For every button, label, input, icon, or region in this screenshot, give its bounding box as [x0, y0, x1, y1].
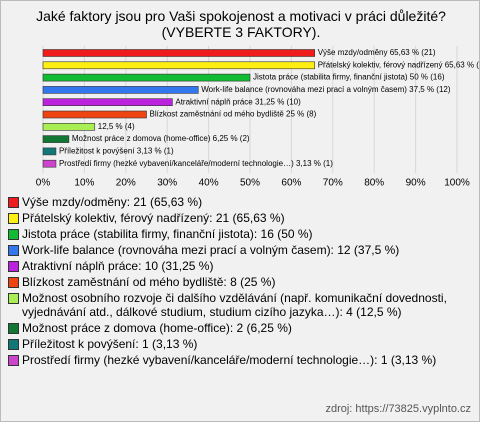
x-tick-label: 50%	[240, 178, 260, 189]
legend-swatch	[8, 293, 19, 304]
legend-item: Prostředí firmy (hezké vybavení/kancelář…	[7, 353, 475, 367]
legend-label: Atraktivní náplň práce: 10 (31,25 %)	[22, 259, 214, 273]
bar	[42, 98, 173, 106]
x-tick-label: 60%	[281, 178, 301, 189]
chart-title: Jaké faktory jsou pro Vaši spokojenost a…	[36, 8, 446, 40]
legend-label: Jistota práce (stabilita firmy, finanční…	[22, 227, 313, 241]
bar	[42, 86, 199, 94]
legend-item: Work-life balance (rovnováha mezi prací …	[7, 243, 475, 257]
legend-label: Blízkost zaměstnání od mého bydliště: 8 …	[22, 275, 276, 289]
bar	[42, 49, 316, 57]
legend-swatch	[8, 245, 19, 256]
x-tick-label: 20%	[116, 178, 136, 189]
x-tick-label: 70%	[323, 178, 343, 189]
legend-swatch	[8, 197, 19, 208]
bar	[42, 123, 96, 131]
x-tick-label: 10%	[74, 178, 94, 189]
legend-item: Přátelský kolektiv, férový nadřízený: 21…	[7, 211, 475, 225]
legend-item: Blízkost zaměstnání od mého bydliště: 8 …	[7, 275, 475, 289]
legend-swatch	[8, 229, 19, 240]
bar	[42, 159, 57, 168]
x-tick-label: 0%	[36, 178, 51, 189]
bar	[42, 73, 251, 82]
legend-item: Příležitost k povýšení: 1 (3,13 %)	[7, 337, 475, 351]
bar	[42, 147, 57, 156]
legend: Výše mzdy/odměny: 21 (65,63 %) Přátelský …	[7, 195, 475, 369]
data-label: Jistota práce (stabilita firmy, finanční…	[253, 73, 445, 82]
data-label: Přátelský kolektiv, férový nadřízený 65,…	[318, 60, 479, 69]
data-label: 12,5 % (4)	[98, 122, 135, 131]
data-label: Prostředí firmy (hezké vybavení/kancelář…	[59, 159, 333, 168]
legend-label: Možnost práce z domova (home-office): 2 …	[22, 321, 292, 335]
legend-swatch	[8, 277, 19, 288]
bar	[42, 135, 70, 143]
data-label: Možnost práce z domova (home-office) 6,2…	[72, 134, 250, 143]
legend-label: Příležitost k povýšení: 1 (3,13 %)	[22, 337, 198, 351]
legend-label: Možnost osobního rozvoje či dalšího vzdě…	[22, 291, 447, 319]
bar	[42, 61, 316, 70]
x-tick-label: 80%	[364, 178, 384, 189]
legend-label: Work-life balance (rovnováha mezi prací …	[22, 243, 400, 257]
legend-swatch	[8, 355, 19, 366]
legend-label: Přátelský kolektiv, férový nadřízený: 21…	[22, 211, 285, 225]
legend-item: Možnost práce z domova (home-office): 2 …	[7, 321, 475, 335]
legend-label: Prostředí firmy (hezké vybavení/kancelář…	[22, 353, 437, 367]
x-tick-label: 100%	[444, 178, 470, 189]
x-tick-label: 30%	[157, 178, 177, 189]
data-label: Blízkost zaměstnání od mého bydliště 25 …	[150, 110, 317, 119]
legend-swatch	[8, 213, 19, 224]
legend-swatch	[8, 261, 19, 272]
chart: 0% 10% 20% 30% 40% 50% 60% 70% 80% 90% 100% Výše mz…	[36, 46, 479, 189]
x-tick-label: 90%	[406, 178, 426, 189]
x-tick-label: 40%	[199, 178, 219, 189]
legend-label: Výše mzdy/odměny: 21 (65,63 %)	[22, 195, 203, 209]
legend-item: Jistota práce (stabilita firmy, finanční…	[7, 227, 475, 241]
legend-item: Možnost osobního rozvoje či dalšího vzdě…	[7, 291, 475, 319]
bar	[42, 110, 147, 119]
data-label: Work-life balance (rovnováha mezi prací …	[201, 85, 451, 94]
legend-item: Výše mzdy/odměny: 21 (65,63 %)	[7, 195, 475, 209]
source: zdroj: https://73825.vyplnto.cz	[325, 403, 471, 415]
data-label: Atraktivní náplň práce 31,25 % (10)	[175, 97, 301, 106]
legend-swatch	[8, 339, 19, 350]
data-label: Příležitost k povýšení 3,13 % (1)	[59, 147, 174, 156]
legend-item: Atraktivní náplň práce: 10 (31,25 %)	[7, 259, 475, 273]
legend-swatch	[8, 323, 19, 334]
data-label: Výše mzdy/odměny 65,63 % (21)	[318, 48, 436, 57]
